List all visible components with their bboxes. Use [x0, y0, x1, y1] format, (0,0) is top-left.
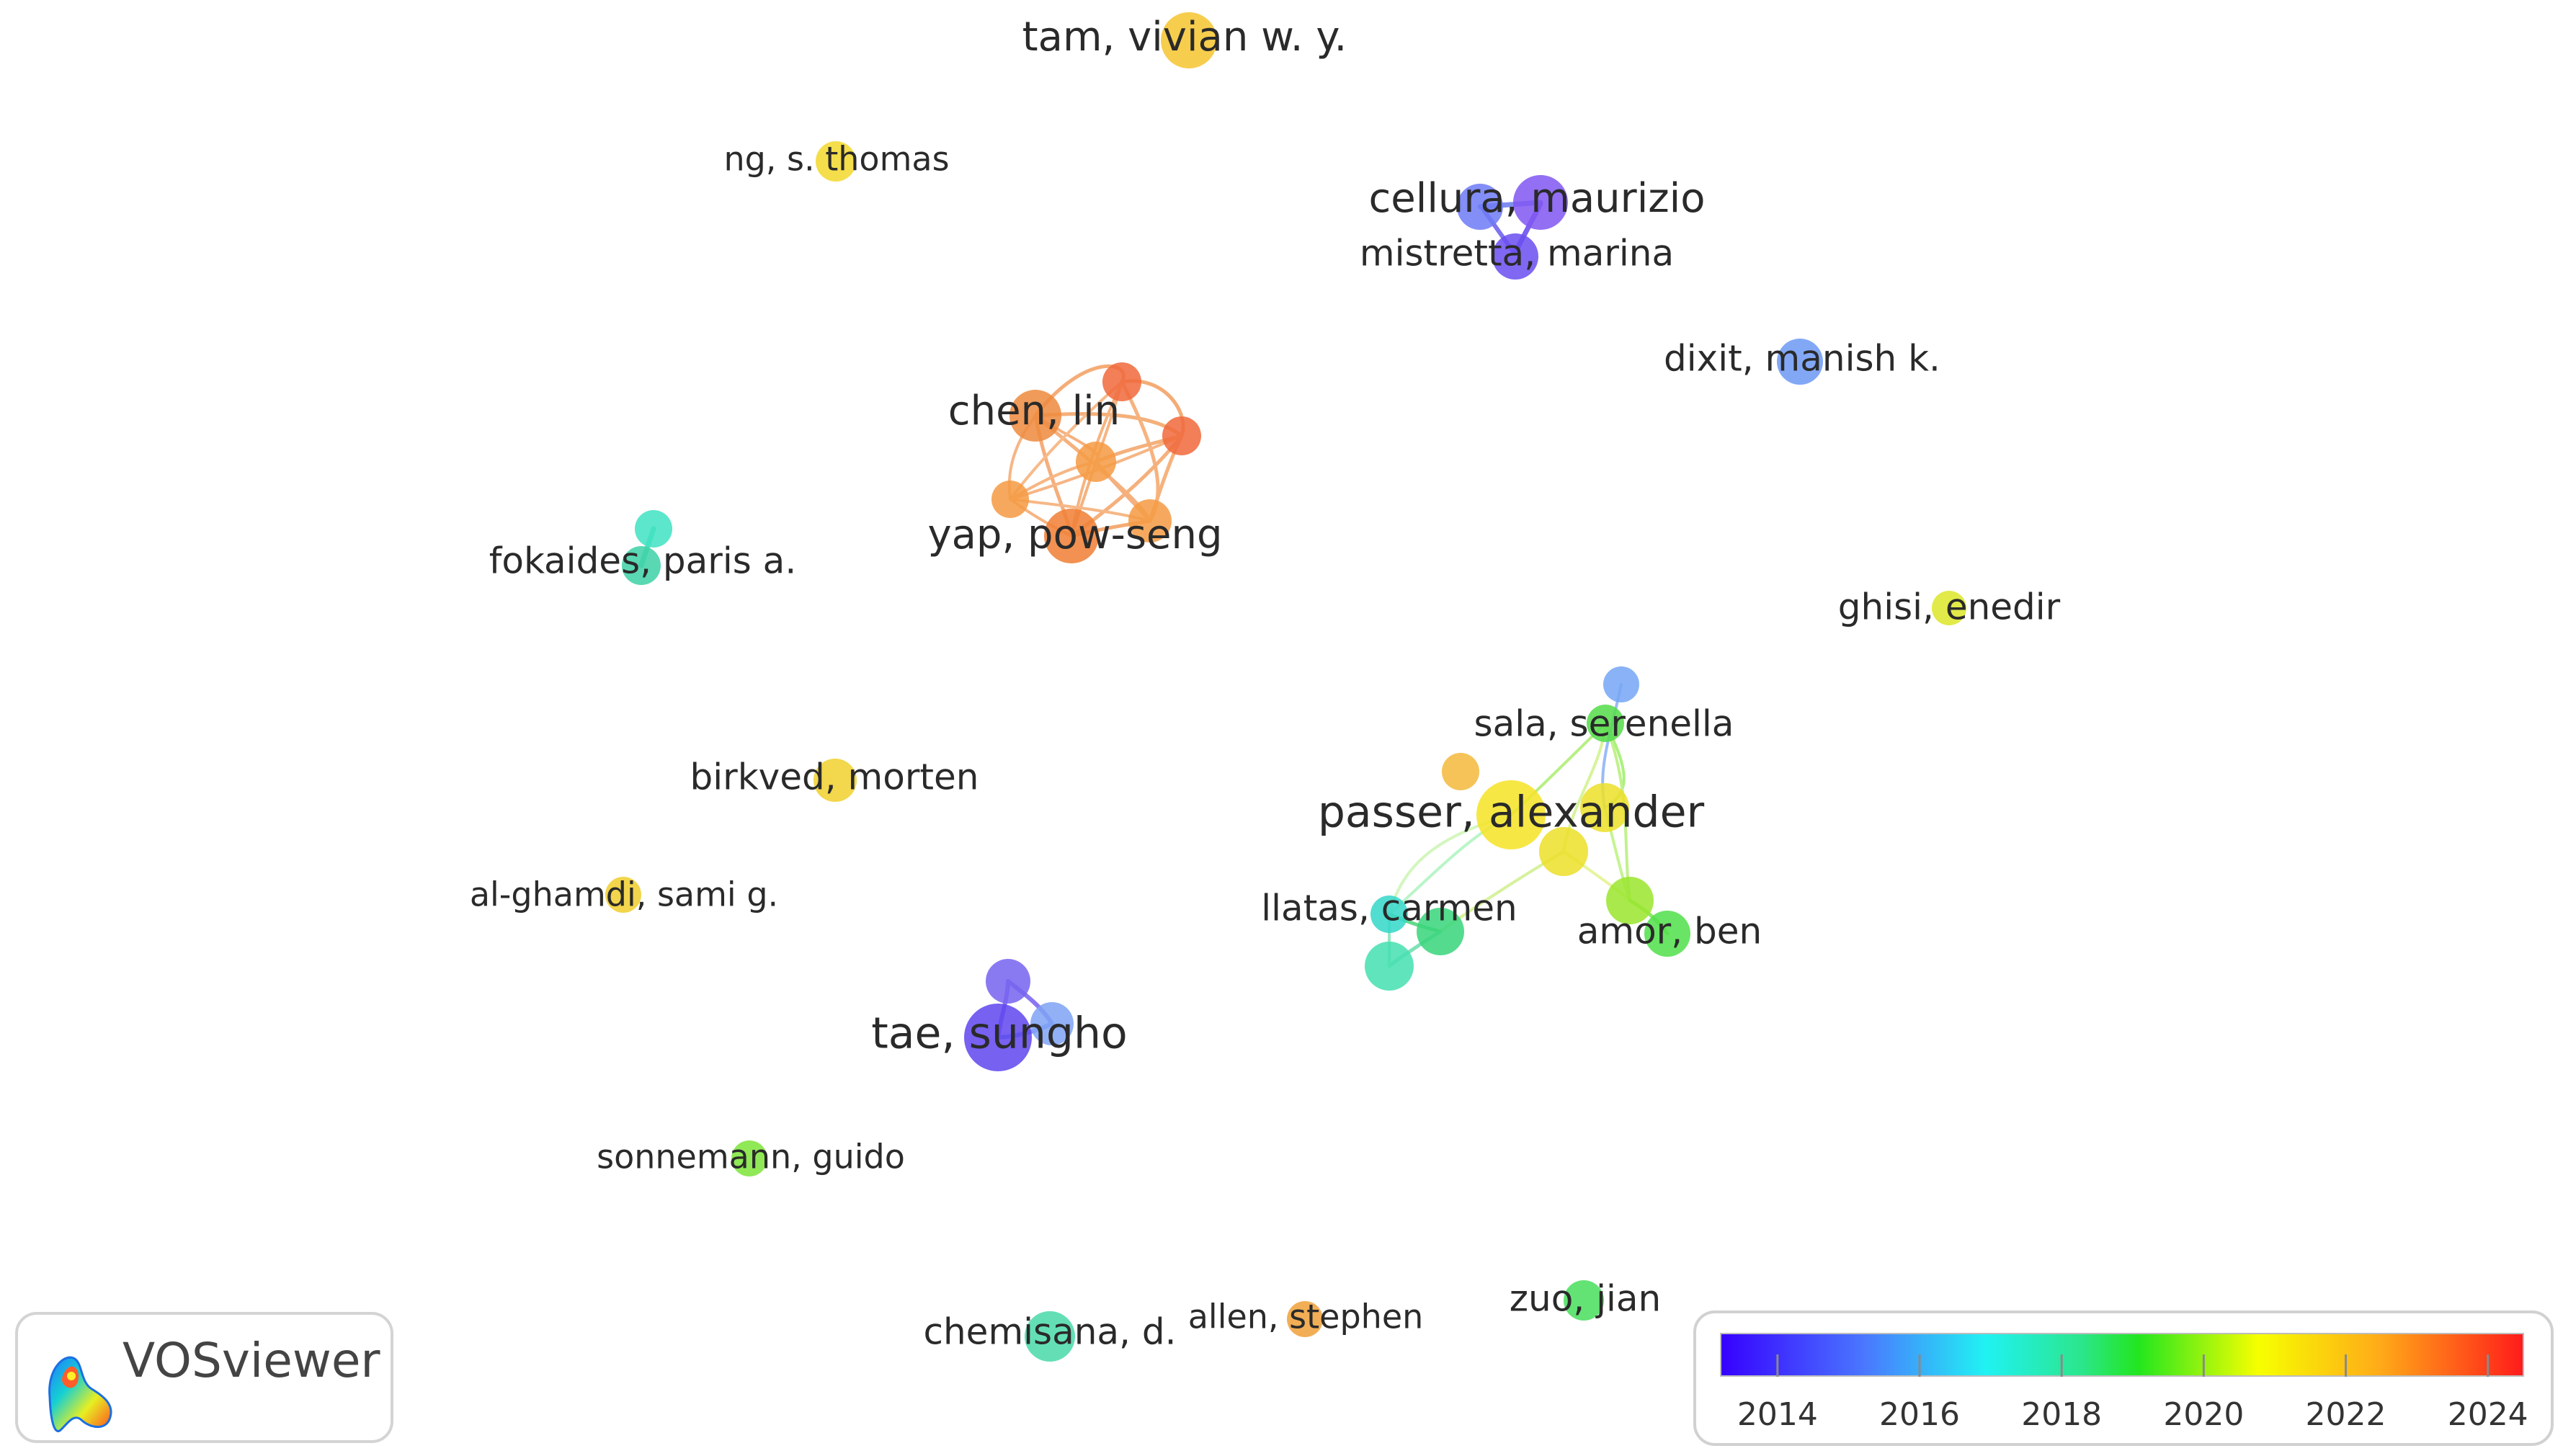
node-sala-top[interactable]: [1603, 666, 1639, 702]
node-passer-orange[interactable]: [1442, 753, 1479, 790]
color-scale-ticks: 2014 2016 2018 2020 2022 2024: [1737, 1354, 2528, 1433]
node-chen-orange-right[interactable]: [1128, 499, 1172, 542]
node-llatas-green[interactable]: [1417, 908, 1464, 955]
color-scale-bar: [1720, 1333, 2524, 1377]
node-chen[interactable]: [1009, 390, 1061, 442]
node-passer-cluster-bottom[interactable]: [1539, 827, 1588, 876]
node-birkved[interactable]: [814, 759, 857, 802]
color-scale-panel: [1693, 1310, 2554, 1446]
color-scale-tick-label: 2024: [2448, 1396, 2528, 1433]
node-passer-cluster-right[interactable]: [1580, 783, 1629, 832]
label-alghamdi: al-ghamdi, sami g.: [470, 875, 778, 914]
color-scale-tick-label: 2022: [2306, 1396, 2386, 1433]
label-tae: tae, sungho: [871, 1009, 1128, 1059]
brand-name: VOSviewer: [122, 1333, 380, 1388]
node-amor[interactable]: [1644, 911, 1690, 957]
node-llatas[interactable]: [1370, 896, 1408, 933]
node-fokaides-top[interactable]: [635, 510, 672, 548]
vosviewer-logo-icon: [48, 1356, 112, 1433]
node-tae-blue[interactable]: [1030, 1002, 1074, 1045]
node-cellura-right[interactable]: [1513, 175, 1568, 230]
label-sonnemann: sonnemann, guido: [597, 1138, 905, 1176]
node-chen-orange-left[interactable]: [991, 481, 1029, 518]
node-chen-orange-center[interactable]: [1076, 442, 1116, 482]
label-chemisana: chemisana, d.: [924, 1311, 1177, 1353]
color-scale-tick-label: 2018: [2021, 1396, 2102, 1433]
node-mistretta[interactable]: [1492, 233, 1538, 280]
node-chemisana[interactable]: [1025, 1311, 1075, 1362]
label-fokaides: fokaides, paris a.: [489, 540, 796, 582]
node-dixit[interactable]: [1777, 339, 1823, 385]
color-scale-tick-label: 2016: [1879, 1396, 1960, 1433]
label-zuo: zuo, jian: [1510, 1278, 1661, 1320]
label-ghisi: ghisi, enedir: [1838, 586, 2061, 628]
node-cellura-left[interactable]: [1457, 184, 1503, 230]
label-birkved: birkved, morten: [690, 756, 979, 798]
node-sala[interactable]: [1587, 705, 1624, 742]
node-llatas-teal[interactable]: [1365, 942, 1414, 991]
color-scale-tick-label: 2014: [1737, 1396, 1818, 1433]
node-tae-small[interactable]: [986, 959, 1030, 1004]
node-chen-red-right[interactable]: [1162, 416, 1201, 455]
node-allen[interactable]: [1287, 1301, 1323, 1337]
label-cellura: cellura, maurizio: [1369, 175, 1706, 222]
node-fokaides[interactable]: [622, 546, 661, 585]
node-alghamdi[interactable]: [605, 877, 641, 913]
color-scale-tick-label: 2020: [2163, 1396, 2244, 1433]
node-ng[interactable]: [816, 141, 856, 182]
node-yap[interactable]: [1044, 509, 1099, 563]
label-sala: sala, serenella: [1474, 703, 1734, 745]
label-mistretta: mistretta, marina: [1360, 233, 1674, 274]
label-dixit: dixit, manish k.: [1664, 338, 1940, 380]
vosviewer-brand: VOSviewer: [15, 1312, 393, 1443]
node-chen-red-top[interactable]: [1102, 362, 1141, 401]
label-tam: tam, vivian w. y.: [1022, 14, 1347, 61]
label-ng: ng, s. thomas: [723, 140, 949, 179]
node-tae[interactable]: [964, 1004, 1032, 1071]
label-llatas: llatas, carmen: [1261, 888, 1517, 929]
label-passer: passer, alexander: [1318, 787, 1705, 838]
node-tam[interactable]: [1161, 12, 1217, 68]
node-sonnemann[interactable]: [731, 1140, 767, 1176]
node-passer[interactable]: [1476, 780, 1546, 849]
label-allen: allen, stephen: [1188, 1298, 1424, 1336]
node-zuo[interactable]: [1564, 1280, 1604, 1321]
label-yap: yap, pow-seng: [927, 512, 1222, 558]
label-amor: amor, ben: [1577, 911, 1762, 952]
node-ghisi[interactable]: [1932, 591, 1966, 625]
node-amor-light[interactable]: [1606, 877, 1654, 924]
label-layer: tam, vivian w. y. ng, s. thomas cellura,…: [470, 14, 2061, 1352]
node-layer: [605, 12, 1966, 1362]
label-chen: chen, lin: [948, 388, 1120, 434]
color-scale-legend: 2014 2016 2018 2020 2022 2024: [1693, 1310, 2554, 1446]
